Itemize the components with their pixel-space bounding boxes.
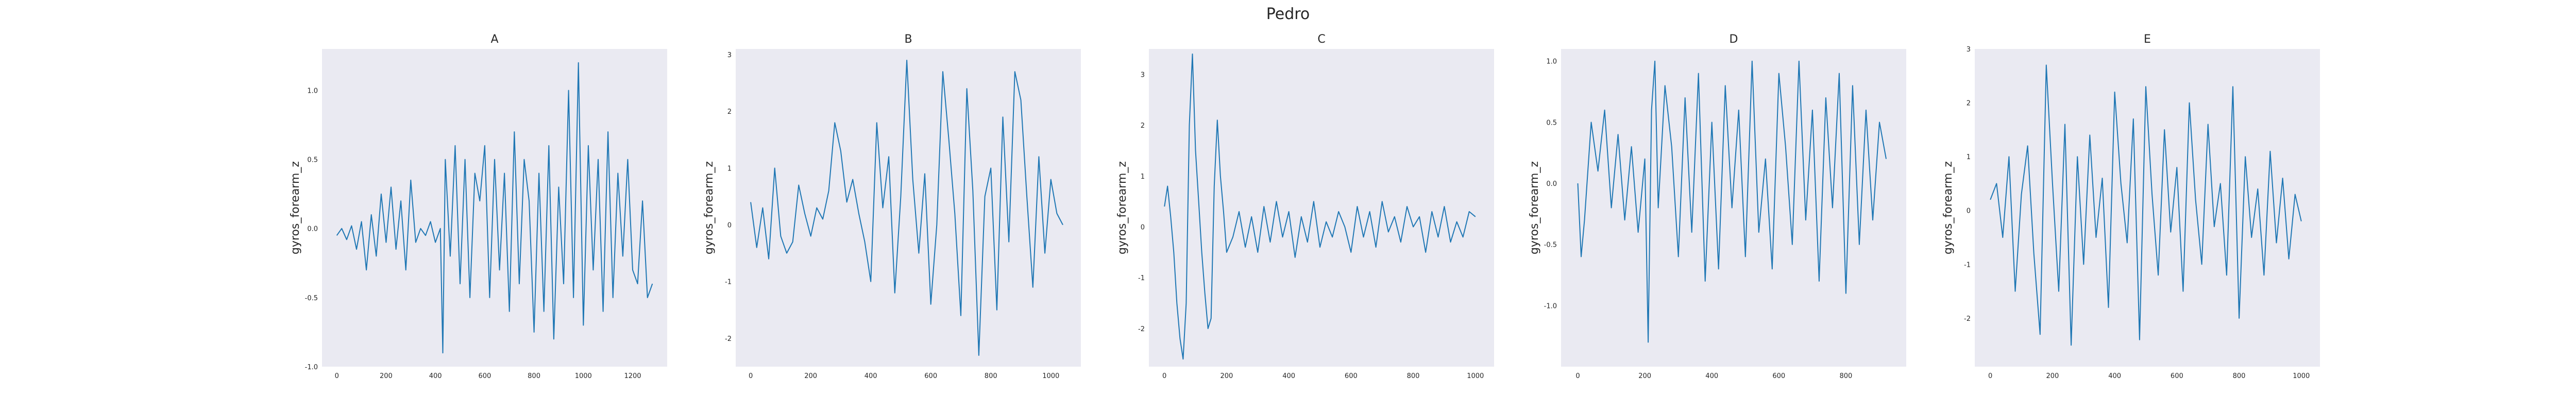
x-tick-label: 400	[1705, 372, 1718, 380]
x-tick-label: 200	[380, 372, 393, 380]
subplot-title: C	[1317, 33, 1325, 46]
subplot-title: A	[490, 33, 498, 46]
y-tick-label: 2	[727, 108, 732, 116]
x-tick-label: 400	[429, 372, 442, 380]
y-tick-label: 0	[727, 222, 732, 230]
series-line	[336, 62, 653, 354]
subplot-title: B	[904, 33, 912, 46]
x-tick-label: 0	[1162, 372, 1166, 380]
subplot-title: E	[2144, 33, 2151, 46]
y-axis-label: gyros_forearm_z	[289, 161, 302, 254]
y-tick-label: -1.0	[1544, 302, 1557, 310]
x-tick-label: 1000	[2293, 372, 2310, 380]
y-tick-label: -2	[1964, 315, 1971, 323]
y-axis-label: gyros_forearm_z	[1528, 161, 1541, 254]
x-tick-label: 1000	[1467, 372, 1484, 380]
figure-title: Pedro	[1266, 5, 1310, 23]
plot-area	[1149, 49, 1494, 367]
y-tick-label: -0.5	[305, 295, 318, 302]
x-tick-label: 0	[335, 372, 339, 380]
x-tick-label: 400	[2108, 372, 2121, 380]
y-tick-label: 3	[727, 52, 732, 59]
y-tick-label: -1	[1138, 274, 1145, 282]
x-tick-label: 800	[1839, 372, 1852, 380]
y-tick-label: -1.0	[305, 364, 318, 371]
y-tick-label: 2	[1967, 100, 1971, 108]
y-axis-label: gyros_forearm_z	[703, 161, 716, 254]
x-tick-label: 1000	[1042, 372, 1059, 380]
y-tick-label: -0.5	[1544, 242, 1557, 249]
x-tick-label: 800	[2233, 372, 2246, 380]
x-tick-label: 0	[1575, 372, 1580, 380]
y-tick-label: 2	[1141, 122, 1145, 130]
x-tick-label: 200	[2046, 372, 2059, 380]
x-tick-label: 0	[749, 372, 753, 380]
y-tick-label: 0.5	[307, 157, 318, 164]
x-tick-label: 600	[478, 372, 491, 380]
y-axis-label: gyros_forearm_z	[1116, 161, 1129, 254]
x-tick-label: 600	[2171, 372, 2183, 380]
y-tick-label: 0.0	[1546, 180, 1557, 188]
x-tick-label: 1000	[575, 372, 592, 380]
x-tick-label: 400	[865, 372, 877, 380]
x-tick-label: 200	[1220, 372, 1233, 380]
y-tick-label: -2	[725, 335, 732, 343]
subplot-title: D	[1730, 33, 1738, 46]
y-tick-label: 3	[1141, 71, 1145, 79]
y-tick-label: 3	[1967, 46, 1971, 54]
x-tick-label: 400	[1282, 372, 1295, 380]
x-tick-label: 0	[1988, 372, 1992, 380]
plot-area	[1975, 49, 2320, 367]
x-tick-label: 600	[924, 372, 937, 380]
x-tick-label: 800	[528, 372, 540, 380]
y-tick-label: 0.5	[1546, 119, 1557, 127]
y-axis-label: gyros_forearm_z	[1942, 161, 1955, 254]
x-tick-label: 800	[1407, 372, 1420, 380]
y-tick-label: 0.0	[307, 226, 318, 233]
y-tick-label: 1	[1141, 173, 1145, 181]
x-tick-label: 600	[1345, 372, 1358, 380]
y-tick-label: -1	[725, 279, 732, 286]
plot-area	[322, 49, 667, 367]
series-line	[1990, 64, 2302, 346]
y-tick-label: 1	[1967, 153, 1971, 161]
y-tick-label: 0	[1141, 224, 1145, 232]
y-tick-label: 0	[1967, 208, 1971, 215]
plot-area	[736, 49, 1081, 367]
x-tick-label: 200	[1638, 372, 1651, 380]
series-line	[750, 60, 1063, 356]
y-tick-label: 1.0	[1546, 58, 1557, 66]
x-tick-label: 800	[985, 372, 997, 380]
y-tick-label: -2	[1138, 325, 1145, 333]
y-tick-label: -1	[1964, 261, 1971, 269]
series-line	[1577, 60, 1887, 343]
y-tick-label: 1.0	[307, 87, 318, 95]
x-tick-label: 200	[804, 372, 817, 380]
plot-area	[1561, 49, 1906, 367]
x-tick-label: 600	[1772, 372, 1785, 380]
series-line	[1164, 53, 1476, 360]
y-tick-label: 1	[727, 165, 732, 173]
x-tick-label: 1200	[624, 372, 641, 380]
